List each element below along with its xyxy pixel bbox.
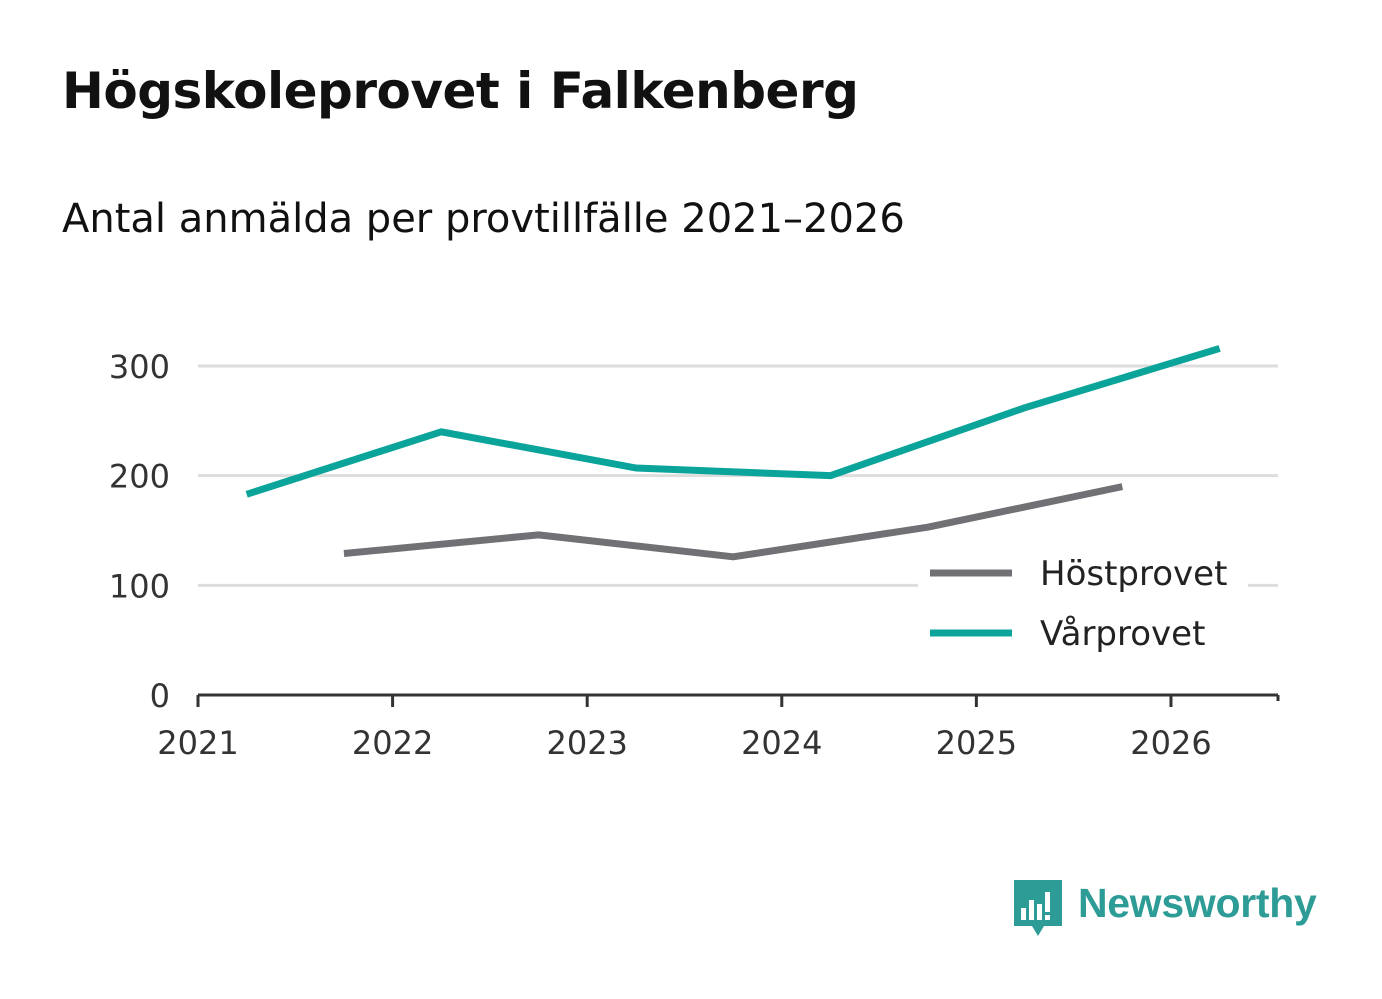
x-tick-label-2021: 2021 [157, 724, 238, 762]
x-tick-label-2024: 2024 [741, 724, 822, 762]
newsworthy-logo-icon [1014, 880, 1062, 936]
legend-label-var: Vårprovet [1040, 614, 1205, 654]
series-line-var [245, 345, 1221, 498]
series-lines [245, 345, 1221, 561]
x-tick-label-2022: 2022 [352, 724, 433, 762]
legend-box [918, 546, 1248, 668]
y-tick-label-0: 0 [150, 677, 170, 715]
y-tick-label-200: 200 [109, 458, 170, 496]
brand-name: Newsworthy [1078, 880, 1317, 926]
chart-subtitle: Antal anmälda per provtillfälle 2021–202… [62, 196, 905, 242]
legend: Höstprovet Vårprovet [918, 546, 1248, 668]
x-tick-label-2023: 2023 [546, 724, 627, 762]
y-tick-label-300: 300 [109, 348, 170, 386]
x-tick-label-2025: 2025 [936, 724, 1017, 762]
y-axis-labels: 0 100 200 300 [109, 348, 170, 715]
legend-label-host: Höstprovet [1040, 554, 1227, 594]
series-line-host [343, 483, 1124, 561]
x-axis: 2021 2022 2023 2024 2025 2026 [157, 693, 1280, 762]
x-tick-label-2026: 2026 [1130, 724, 1211, 762]
y-tick-label-100: 100 [109, 567, 170, 605]
chart-title: Högskoleprovet i Falkenberg [62, 62, 859, 120]
